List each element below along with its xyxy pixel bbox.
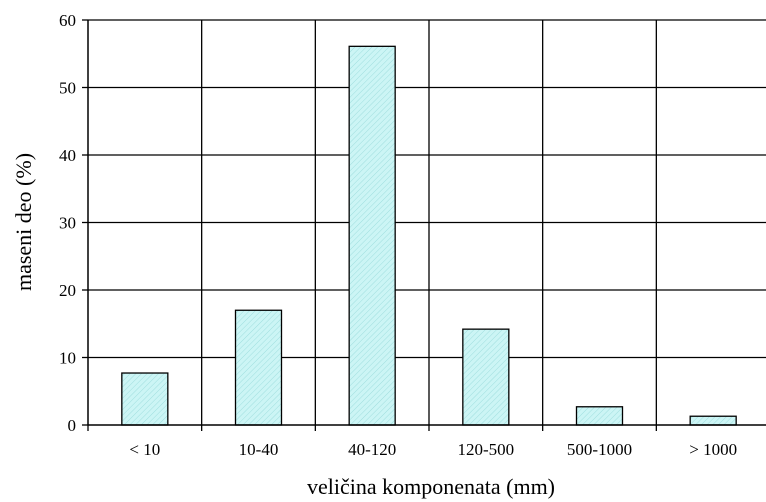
x-axis-title: veličina komponenata (mm) <box>307 474 555 499</box>
x-tick-label: 500-1000 <box>567 440 632 459</box>
x-tick-label: 10-40 <box>239 440 279 459</box>
bar-0 <box>121 372 169 426</box>
x-tick-label: > 1000 <box>689 440 737 459</box>
bar-3 <box>462 328 510 426</box>
bars <box>121 45 737 426</box>
y-tick-label: 20 <box>59 281 76 300</box>
x-tick-label: < 10 <box>129 440 160 459</box>
y-tick-label: 60 <box>59 11 76 30</box>
grid-lines <box>88 19 766 425</box>
bar-2 <box>348 45 396 426</box>
y-axis-title: maseni deo (%) <box>11 153 36 291</box>
x-tick-labels: < 10 10-40 40-120 120-500 500-1000 > 1000 <box>129 440 737 459</box>
x-tick-label: 120-500 <box>457 440 514 459</box>
axes <box>82 19 766 431</box>
y-tick-label: 50 <box>59 79 76 98</box>
y-tick-label: 40 <box>59 146 76 165</box>
y-tick-label: 30 <box>59 214 76 233</box>
y-tick-labels: 0 10 20 30 40 50 60 <box>59 11 76 435</box>
bar-5 <box>689 415 737 426</box>
x-tick-label: 40-120 <box>348 440 396 459</box>
y-tick-label: 10 <box>59 349 76 368</box>
bar-4 <box>575 406 624 426</box>
y-tick-label: 0 <box>68 416 77 435</box>
bar-1 <box>234 309 283 426</box>
